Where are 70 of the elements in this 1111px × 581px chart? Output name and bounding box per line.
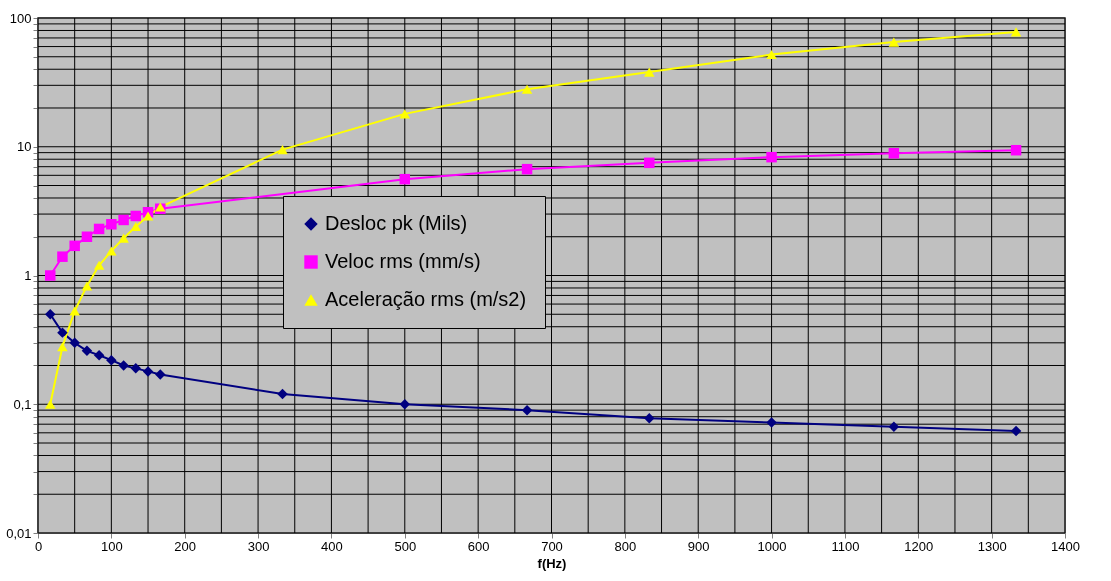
- point: [521, 84, 533, 94]
- point: [69, 240, 80, 252]
- x-tick-label: 100: [101, 538, 123, 554]
- x-tick-label: 1000: [757, 538, 787, 554]
- y-tick-label: 1: [24, 268, 32, 283]
- x-tick-label: 1100: [831, 538, 860, 554]
- point: [93, 350, 105, 361]
- point: [277, 388, 288, 400]
- point: [1010, 144, 1022, 156]
- point: [399, 399, 411, 410]
- point: [766, 50, 777, 60]
- x-tick-label: 500: [394, 538, 417, 554]
- legend-label: Aceleração rms (m/s2): [325, 288, 527, 310]
- y-tick-label: 0,1: [13, 396, 32, 412]
- point: [644, 67, 655, 77]
- point: [93, 260, 105, 270]
- point: [130, 363, 142, 374]
- point: [888, 37, 900, 47]
- point: [57, 342, 68, 352]
- y-tick-label: 0,01: [6, 525, 32, 541]
- x-tick-label: 1400: [1051, 538, 1080, 554]
- y-tick-label: 10: [17, 139, 32, 155]
- point: [118, 214, 129, 226]
- point: [142, 211, 154, 221]
- point: [1010, 425, 1022, 437]
- point: [45, 270, 56, 281]
- y-tick-label: 100: [9, 10, 32, 26]
- point: [1010, 27, 1022, 37]
- point: [57, 251, 68, 262]
- point: [45, 399, 56, 409]
- point: [81, 281, 93, 291]
- point: [766, 151, 777, 163]
- point: [130, 222, 142, 232]
- point: [106, 246, 117, 256]
- point: [106, 219, 117, 230]
- point: [277, 145, 288, 155]
- legend-label: Desloc pk (Mils): [325, 212, 468, 234]
- x-tick-label: 300: [247, 538, 270, 554]
- point: [118, 233, 129, 243]
- x-tick-label: 800: [614, 538, 637, 554]
- point: [69, 337, 80, 349]
- point: [521, 404, 533, 416]
- legend-label: Veloc rms (mm/s): [325, 250, 481, 272]
- point: [888, 148, 900, 159]
- x-axis-title: f(Hz): [537, 555, 567, 571]
- point: [766, 417, 777, 428]
- x-tick-label: 0: [34, 538, 43, 554]
- point: [57, 327, 68, 338]
- point: [81, 231, 93, 242]
- point: [644, 157, 655, 169]
- point: [45, 309, 56, 320]
- x-tick-label: 1300: [977, 538, 1007, 554]
- point: [93, 223, 105, 235]
- point: [888, 421, 900, 432]
- x-tick-label: 700: [541, 538, 563, 554]
- x-tick-label: 1200: [904, 538, 934, 554]
- x-tick-label: 900: [687, 538, 710, 554]
- point: [130, 210, 142, 222]
- point: [399, 173, 411, 185]
- x-tick-label: 400: [321, 538, 343, 554]
- x-tick-label: 600: [467, 538, 490, 554]
- point: [118, 360, 129, 371]
- point: [521, 163, 533, 175]
- point: [81, 345, 93, 357]
- point: [155, 369, 166, 380]
- point: [69, 306, 80, 316]
- x-tick-label: 200: [174, 538, 197, 554]
- point: [142, 366, 154, 377]
- point: [106, 354, 117, 366]
- point: [644, 412, 655, 424]
